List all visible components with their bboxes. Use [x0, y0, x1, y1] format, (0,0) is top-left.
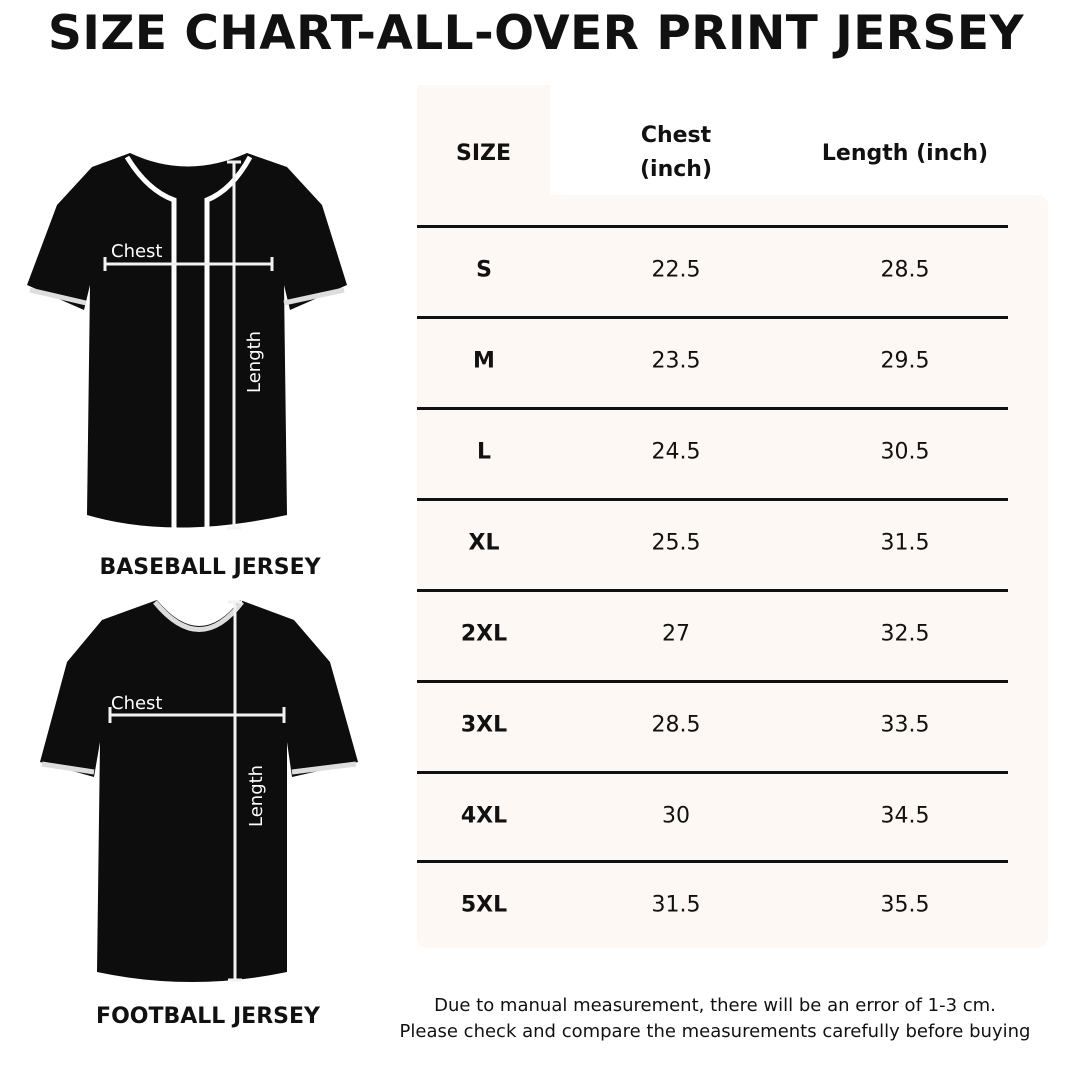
cell-chest: 23.5: [651, 348, 701, 374]
row-divider: [417, 680, 1008, 683]
cell-length: 28.5: [880, 257, 930, 283]
football-chest-label: Chest: [111, 693, 163, 714]
cell-length: 31.5: [880, 530, 930, 556]
table-header-background: [417, 85, 550, 205]
cell-length: 30.5: [880, 439, 930, 465]
cell-length: 32.5: [880, 621, 930, 647]
note-line-1: Due to manual measurement, there will be…: [434, 995, 996, 1016]
cell-size: L: [476, 439, 492, 465]
cell-size: 4XL: [460, 803, 508, 829]
cell-size: XL: [468, 530, 500, 556]
football-jersey-image: Chest Length: [40, 600, 358, 982]
header-length: Length (inch): [821, 141, 989, 166]
row-divider: [417, 316, 1008, 319]
baseball-jersey-label: BASEBALL JERSEY: [99, 555, 321, 580]
baseball-length-label: Length: [244, 331, 265, 393]
table-background: [417, 195, 1048, 948]
cell-length: 35.5: [880, 892, 930, 918]
cell-length: 29.5: [880, 348, 930, 374]
cell-chest: 31.5: [651, 892, 701, 918]
cell-chest: 25.5: [651, 530, 701, 556]
row-divider: [417, 860, 1008, 863]
page-title: SIZE CHART-ALL-OVER PRINT JERSEY: [48, 6, 1024, 61]
header-chest: Chest (inch): [639, 123, 712, 182]
row-divider: [417, 589, 1008, 592]
cell-chest: 28.5: [651, 712, 701, 738]
measurement-note: Due to manual measurement, there will be…: [360, 993, 1070, 1045]
baseball-chest-label: Chest: [111, 241, 163, 262]
row-divider: [417, 407, 1008, 410]
cell-chest: 22.5: [651, 257, 701, 283]
football-jersey-label: FOOTBALL JERSEY: [96, 1004, 320, 1029]
cell-size: M: [473, 348, 495, 374]
cell-length: 34.5: [880, 803, 930, 829]
cell-size: 3XL: [460, 712, 508, 738]
football-length-label: Length: [246, 765, 267, 827]
baseball-jersey-image: Chest Length: [27, 153, 347, 535]
note-line-2: Please check and compare the measurement…: [399, 1021, 1031, 1042]
cell-length: 33.5: [880, 712, 930, 738]
row-divider: [417, 771, 1008, 774]
cell-chest: 30: [662, 803, 690, 829]
cell-size: 2XL: [460, 621, 508, 647]
row-divider: [417, 498, 1008, 501]
row-divider: [417, 225, 1008, 228]
header-size: SIZE: [455, 141, 511, 166]
cell-chest: 27: [662, 621, 690, 647]
cell-size: 5XL: [460, 892, 508, 918]
cell-chest: 24.5: [651, 439, 701, 465]
cell-size: S: [476, 257, 492, 283]
